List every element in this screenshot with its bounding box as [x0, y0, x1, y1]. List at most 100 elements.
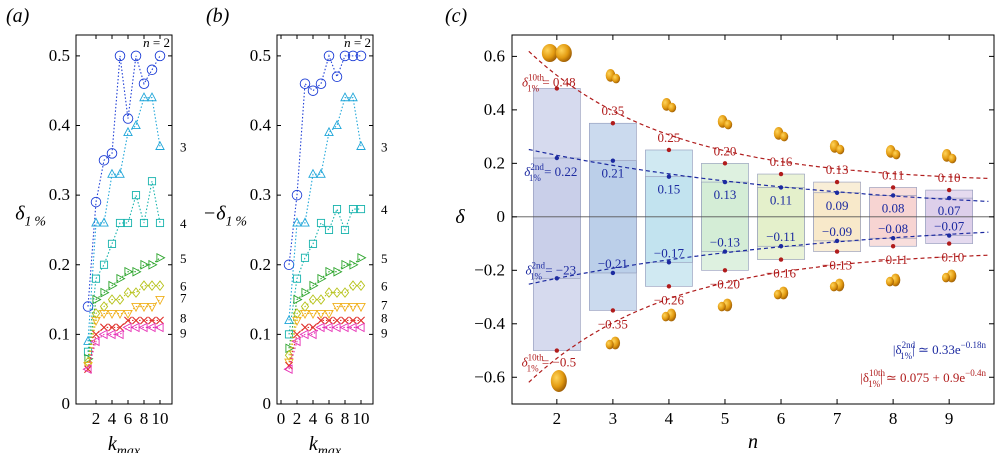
- data-point: [340, 287, 350, 298]
- data-point: [147, 280, 157, 291]
- droplet-shape-bottom: [605, 336, 621, 350]
- data-point: [138, 78, 150, 89]
- label-upper-2nd: 0.21: [602, 166, 625, 181]
- data-point: [308, 168, 318, 178]
- droplet-shape-top: [829, 140, 845, 155]
- shape-lobe: [550, 370, 567, 392]
- data-point: [293, 294, 303, 305]
- point-upper-10th: [554, 86, 560, 91]
- x-tick-label: 10: [152, 409, 169, 428]
- data-point: [324, 309, 334, 320]
- point-lower-10th: [610, 308, 616, 313]
- y-tick-label: 0.1: [49, 324, 70, 343]
- series-line: [87, 326, 160, 370]
- data-point: [91, 316, 101, 327]
- series: n = 2: [82, 35, 170, 312]
- point-lower-10th: [890, 244, 896, 249]
- data-point: [299, 78, 311, 89]
- droplet-shape-bottom: [717, 298, 733, 312]
- data-point: [123, 218, 133, 228]
- x-tick-label: 3: [609, 409, 618, 428]
- data-point: [300, 217, 310, 227]
- series: n = 2: [283, 35, 371, 271]
- data-point: [347, 50, 359, 62]
- label-upper-10th: 0.35: [602, 103, 625, 118]
- fit-2nd-upper: [528, 148, 989, 202]
- x-tick-label: 5: [721, 409, 730, 428]
- label-upper-2nd: 0.15: [658, 182, 681, 197]
- data-point: [139, 92, 149, 102]
- shape-lobe: [892, 149, 901, 160]
- droplet-shape-top: [885, 145, 901, 160]
- label-lower-2nd: −0.13: [710, 235, 740, 250]
- fit-10th-upper: [528, 50, 989, 179]
- x-axis-title: kmax: [108, 433, 141, 453]
- series-line: [288, 97, 362, 321]
- y-axis-title: δ1 %: [15, 203, 46, 230]
- data-point: [116, 323, 124, 332]
- label-lower-10th: −0.16: [766, 266, 797, 281]
- data-point: [348, 302, 358, 313]
- shape-lobe: [717, 301, 726, 312]
- point-upper-10th: [666, 147, 672, 153]
- shape-lobe: [773, 289, 782, 300]
- data-point: [107, 239, 117, 248]
- data-point: [341, 259, 351, 270]
- y-tick-label: −0.2: [474, 260, 505, 279]
- label-lower-10th: −0.26: [654, 292, 685, 307]
- y-tick-label: 0.6: [484, 46, 505, 65]
- shape-lobe: [668, 102, 677, 113]
- series-label: 9: [180, 325, 187, 340]
- panel-label: (a): [6, 5, 30, 27]
- series-label: 6: [381, 279, 388, 294]
- point-upper-2nd: [610, 158, 616, 163]
- y-tick-label: 0.4: [484, 100, 506, 119]
- data-point: [100, 323, 108, 332]
- data-point: [115, 309, 125, 320]
- data-point: [356, 205, 366, 214]
- data-point: [99, 217, 109, 227]
- droplet-shape-bottom: [829, 278, 845, 292]
- label-upper-2nd: 0.07: [938, 203, 961, 218]
- data-point: [292, 316, 302, 327]
- x-tick-label: 6: [124, 409, 133, 428]
- droplet-shape-top: [661, 98, 677, 113]
- series-label: 6: [180, 279, 187, 294]
- data-point: [307, 85, 319, 96]
- data-point: [132, 266, 142, 277]
- data-point: [331, 71, 343, 83]
- series-label: 8: [381, 310, 388, 325]
- data-point: [316, 168, 326, 178]
- y-tick-label: 0.2: [484, 153, 505, 172]
- data-point: [332, 287, 342, 298]
- data-point: [316, 294, 326, 305]
- series-line: [288, 207, 361, 335]
- y-tick-label: 0.5: [250, 46, 271, 65]
- panel-label: (c): [445, 5, 468, 27]
- series: 9: [82, 322, 187, 375]
- shape-lobe: [836, 144, 845, 155]
- label-lower-2nd: δ2nd 1% = −23: [525, 260, 576, 281]
- panel-label: (b): [206, 5, 230, 27]
- droplet-shape-bottom: [773, 286, 789, 300]
- droplet-shape-top: [605, 69, 621, 84]
- data-point: [340, 302, 350, 313]
- point-upper-10th: [778, 171, 784, 177]
- data-point: [356, 280, 366, 291]
- data-point: [82, 301, 94, 312]
- label-lower-10th: δ10th 1% = −0.5: [522, 353, 576, 374]
- label-upper-2nd: 0.08: [882, 200, 905, 215]
- data-point: [323, 50, 335, 62]
- data-point: [332, 119, 342, 130]
- data-point: [316, 309, 326, 320]
- shape-lobe: [555, 44, 572, 62]
- data-point: [130, 50, 142, 62]
- series: 9: [283, 322, 388, 375]
- y-tick-label: 0.2: [250, 255, 271, 274]
- data-point: [148, 316, 156, 325]
- label-upper-2nd: 0.09: [826, 198, 849, 213]
- label-lower-10th: −0.13: [822, 258, 852, 273]
- data-point: [300, 253, 310, 262]
- label-lower-10th: −0.35: [598, 316, 628, 331]
